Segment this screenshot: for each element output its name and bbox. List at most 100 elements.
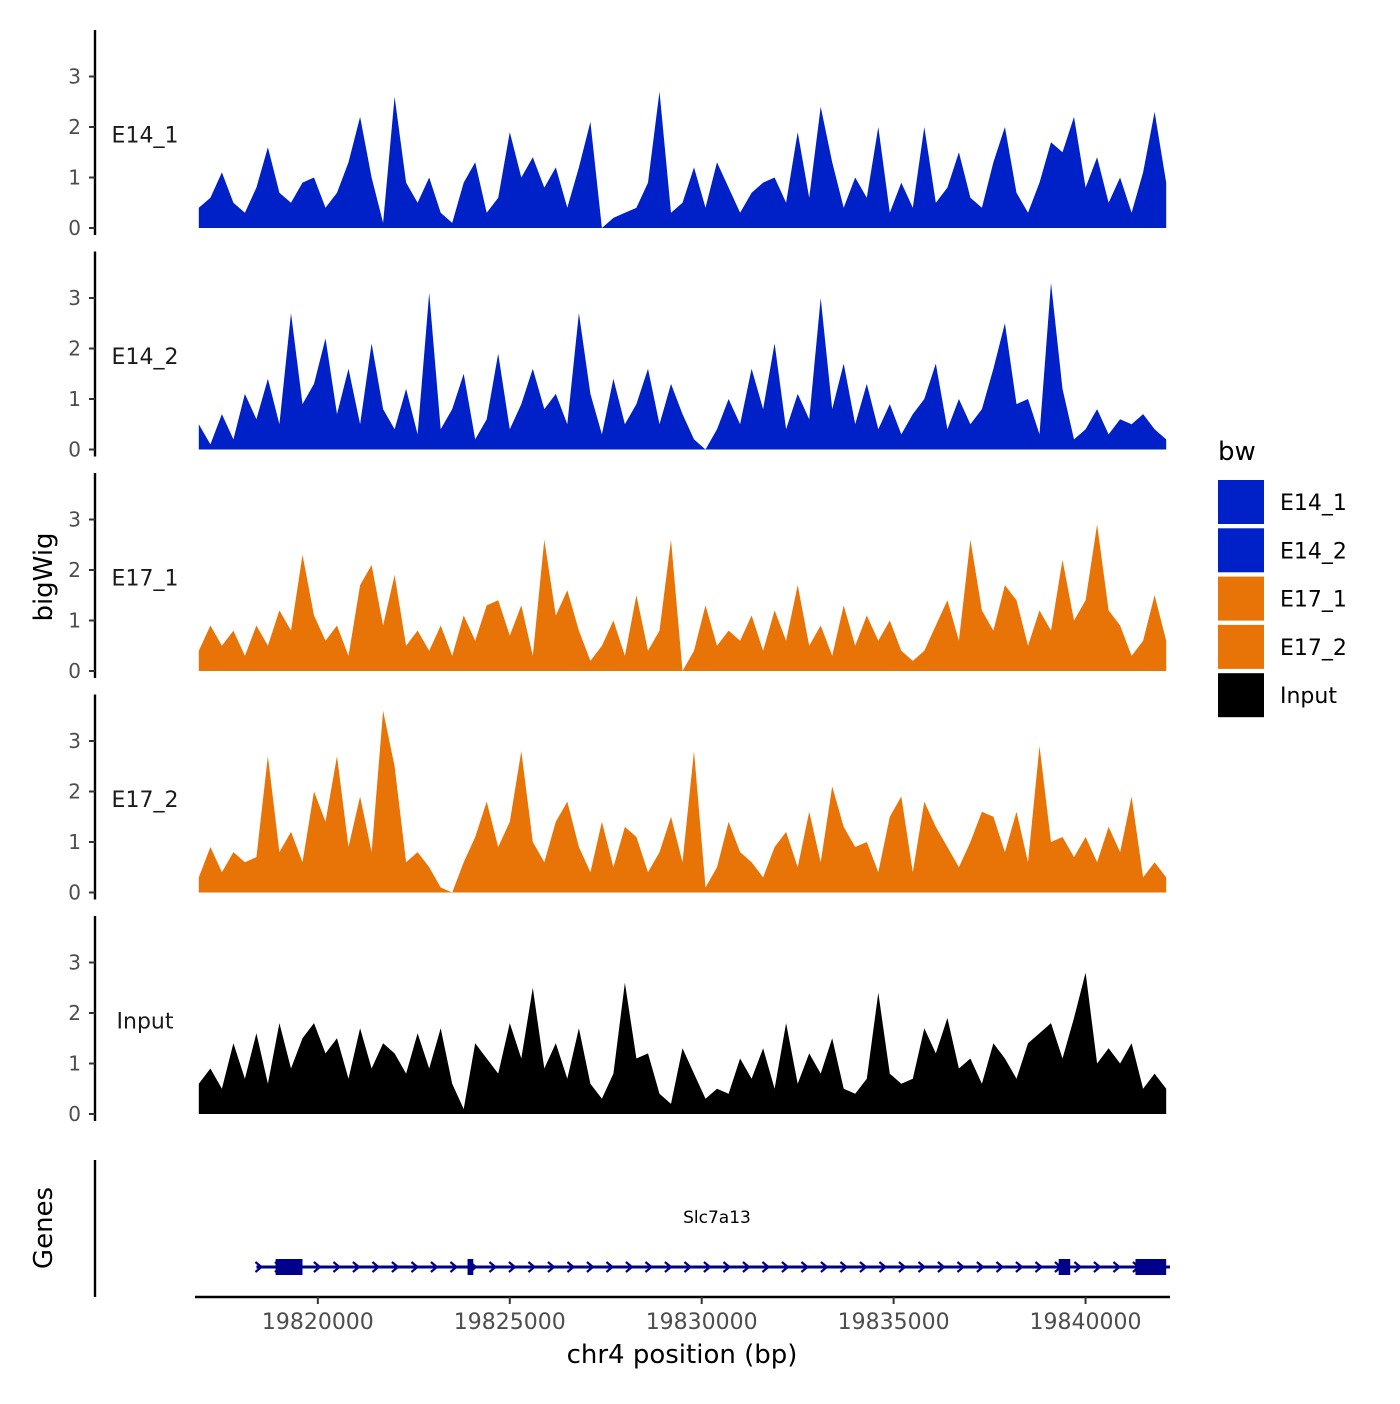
strand-arrow (586, 1261, 595, 1273)
y-axis-title: bigWig (29, 532, 59, 621)
strand-arrow (800, 1261, 810, 1273)
y-tick-label-E17_2-1: 1 (68, 830, 81, 854)
track-label-E17_2: E17_2 (112, 788, 179, 813)
y-tick-label-E17_1-0: 0 (68, 659, 81, 683)
y-tick-label-E14_2-2: 2 (68, 337, 81, 361)
y-tick-label-Input-2: 2 (68, 1001, 81, 1025)
y-tick-label-E14_1-1: 1 (68, 166, 81, 190)
x-tick-label-19820000: 19820000 (262, 1310, 374, 1335)
strand-arrow (878, 1261, 888, 1273)
track-area-E14_2 (198, 282, 1167, 450)
strand-arrow (371, 1261, 381, 1273)
gene-exon-3 (1058, 1259, 1071, 1275)
legend: bw E14_1 E14_2 E17_1 E17_2 Input (1218, 437, 1347, 718)
gene-exon-2 (467, 1259, 474, 1275)
strand-arrow (1073, 1261, 1083, 1273)
legend-swatch-E14_1 (1218, 480, 1264, 524)
y-tick-label-Input-3: 3 (68, 951, 81, 975)
legend-label-E17_2: E17_2 (1280, 636, 1347, 661)
legend-items: E14_1 E14_2 E17_1 E17_2 Input (1218, 480, 1347, 718)
strand-arrow (352, 1261, 361, 1273)
track-E14_2: 0 1 2 3 E14_2 (68, 251, 1167, 462)
gene-model (254, 1259, 1170, 1275)
y-tick-label-E17_1-2: 2 (68, 558, 81, 582)
strand-arrow (625, 1261, 634, 1273)
legend-swatch-Input (1218, 673, 1264, 718)
strand-arrow (742, 1261, 751, 1273)
y-tick-label-E17_2-0: 0 (68, 881, 81, 905)
legend-swatch-E17_2 (1218, 624, 1264, 669)
gene-name-label: Slc7a13 (683, 1208, 751, 1228)
strand-arrow (254, 1261, 264, 1273)
y-tick-label-Input-1: 1 (68, 1052, 81, 1076)
y-tick-label-E17_2-3: 3 (68, 729, 81, 753)
strand-arrow (566, 1261, 576, 1273)
genes-panel-label: Genes (29, 1187, 59, 1269)
track-area-Input (198, 972, 1167, 1114)
genes-panel: Genes Slc7a13 (29, 1160, 1170, 1297)
strand-arrow (917, 1261, 927, 1273)
y-tick-label-E14_2-3: 3 (68, 286, 81, 310)
strand-arrow (995, 1261, 1005, 1273)
legend-swatch-E14_2 (1218, 528, 1264, 573)
track-Input: 0 1 2 3 Input (68, 916, 1167, 1126)
y-tick-label-E17_1-3: 3 (68, 508, 81, 532)
strand-arrow (527, 1261, 537, 1273)
x-tick-label-19840000: 19840000 (1030, 1310, 1142, 1335)
y-tick-label-E17_1-1: 1 (68, 609, 81, 633)
track-area-E17_1 (198, 524, 1167, 671)
y-tick-label-Input-0: 0 (68, 1102, 81, 1126)
gene-exon-1 (275, 1259, 303, 1275)
track-E17_2: 0 1 2 3 E17_2 (68, 694, 1167, 905)
legend-label-E14_1: E14_1 (1280, 491, 1347, 516)
strand-arrow (839, 1261, 849, 1273)
strand-arrow (449, 1261, 459, 1273)
strand-arrow (1093, 1261, 1102, 1273)
strand-arrow (703, 1261, 712, 1273)
legend-label-E17_1: E17_1 (1280, 588, 1347, 613)
legend-label-Input: Input (1280, 684, 1337, 709)
strand-arrow (1034, 1261, 1044, 1273)
track-E14_1: 0 1 2 3 E14_1 (68, 30, 1167, 240)
strand-arrow (430, 1261, 439, 1273)
strand-arrow (820, 1261, 829, 1273)
strand-arrow (859, 1261, 868, 1273)
track-area-E17_2 (198, 710, 1167, 893)
strand-arrow (956, 1261, 966, 1273)
y-tick-label-E17_2-2: 2 (68, 780, 81, 804)
strand-arrow (722, 1261, 732, 1273)
strand-arrow (937, 1261, 946, 1273)
x-tick-label-19835000: 19835000 (838, 1310, 950, 1335)
strand-arrow (508, 1261, 517, 1273)
strand-arrow (761, 1261, 771, 1273)
track-label-E14_2: E14_2 (112, 345, 179, 370)
strand-arrow (605, 1261, 615, 1273)
strand-arrow (898, 1261, 907, 1273)
y-tick-label-E14_1-2: 2 (68, 115, 81, 139)
strand-arrow (976, 1261, 985, 1273)
y-tick-label-E14_1-0: 0 (68, 216, 81, 240)
track-area-E14_1 (198, 91, 1167, 228)
strand-arrow (781, 1261, 790, 1273)
strand-arrow (644, 1261, 654, 1273)
track-E17_1: 0 1 2 3 E17_1 (68, 473, 1167, 683)
strand-arrow (488, 1261, 498, 1273)
y-tick-label-E14_2-1: 1 (68, 387, 81, 411)
legend-title: bw (1218, 437, 1256, 467)
strand-arrow (391, 1261, 400, 1273)
strand-arrow (547, 1261, 556, 1273)
strand-arrow (410, 1261, 420, 1273)
strand-arrow (313, 1261, 322, 1273)
strand-arrow (1112, 1261, 1122, 1273)
strand-arrow (1015, 1261, 1024, 1273)
strand-arrow (664, 1261, 673, 1273)
x-axis-title: chr4 position (bp) (567, 1340, 798, 1370)
tracks-layer: 0 1 2 3 E14_1 0 1 2 3 E14_2 0 1 2 3 E17_1 0 1 2 3 E17_2 0 1 2 3… (68, 30, 1167, 1126)
legend-label-E14_2: E14_2 (1280, 539, 1347, 564)
strand-arrow (332, 1261, 342, 1273)
track-label-Input: Input (117, 1010, 174, 1035)
x-axis: 19820000 19825000 19830000 19835000 19840000… (195, 1295, 1170, 1370)
gene-exon-4 (1135, 1259, 1167, 1275)
y-tick-label-E14_1-3: 3 (68, 65, 81, 89)
